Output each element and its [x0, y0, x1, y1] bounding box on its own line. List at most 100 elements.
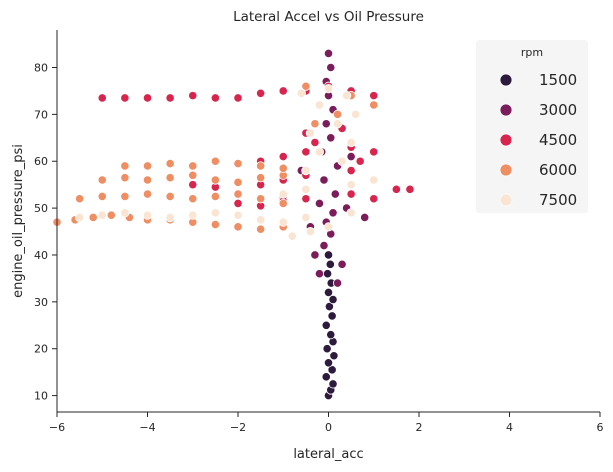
data-point-rpm-3000 — [330, 189, 340, 199]
legend-label-3000: 3000 — [539, 101, 577, 119]
y-tick-label: 80 — [34, 61, 48, 74]
data-point-rpm-7500 — [346, 180, 356, 190]
data-point-rpm-1500 — [323, 287, 334, 298]
data-point-rpm-4500 — [256, 88, 266, 98]
data-point-rpm-6000 — [278, 163, 288, 173]
data-point-rpm-4500 — [369, 91, 379, 101]
data-point-rpm-4500 — [142, 93, 153, 103]
data-point-rpm-7500 — [296, 88, 306, 98]
data-point-rpm-6000 — [188, 170, 198, 180]
data-point-rpm-1500 — [323, 358, 334, 368]
legend-title: rpm — [521, 46, 543, 59]
data-point-rpm-7500 — [278, 217, 288, 227]
data-point-rpm-6000 — [256, 161, 266, 171]
data-point-rpm-6000 — [142, 189, 153, 199]
legend-marker-6000 — [499, 163, 513, 177]
data-point-rpm-4500 — [301, 194, 311, 204]
data-point-rpm-7500 — [323, 222, 334, 232]
data-point-rpm-4500 — [278, 151, 288, 162]
data-point-rpm-1500 — [329, 351, 339, 361]
data-point-rpm-6000 — [210, 191, 220, 201]
legend-marker-1500 — [499, 73, 513, 87]
data-point-rpm-1500 — [321, 320, 331, 330]
y-tick-label: 60 — [34, 155, 48, 168]
data-point-rpm-7500 — [301, 212, 311, 223]
data-point-rpm-7500 — [369, 175, 379, 185]
data-point-rpm-1500 — [327, 311, 337, 321]
data-point-rpm-3000 — [321, 119, 331, 129]
data-point-rpm-1500 — [325, 259, 335, 269]
data-point-rpm-6000 — [233, 177, 243, 187]
data-point-rpm-3000 — [323, 48, 334, 59]
data-point-rpm-7500 — [314, 100, 325, 110]
data-point-rpm-4500 — [233, 93, 243, 103]
data-point-rpm-4500 — [97, 93, 107, 103]
y-tick-label: 50 — [34, 202, 48, 215]
data-point-rpm-6000 — [233, 189, 243, 199]
data-point-rpm-7500 — [305, 226, 315, 237]
data-point-rpm-1500 — [322, 344, 332, 354]
x-tick-label: 2 — [416, 421, 423, 434]
data-point-rpm-6000 — [310, 119, 320, 129]
data-point-rpm-4500 — [210, 93, 220, 103]
x-tick-label: −2 — [230, 421, 246, 434]
data-point-rpm-7500 — [301, 184, 311, 194]
data-point-rpm-4500 — [346, 189, 356, 199]
data-point-rpm-4500 — [369, 194, 379, 204]
data-points — [52, 48, 415, 401]
data-point-rpm-7500 — [75, 212, 85, 223]
data-point-rpm-7500 — [332, 119, 343, 129]
legend-label-6000: 6000 — [539, 161, 577, 179]
legend-label-1500: 1500 — [539, 71, 577, 89]
data-point-rpm-6000 — [233, 158, 243, 169]
data-point-rpm-6000 — [188, 194, 198, 204]
data-point-rpm-4500 — [391, 184, 401, 194]
data-point-rpm-7500 — [341, 91, 352, 101]
data-point-rpm-7500 — [142, 210, 153, 220]
y-tick-label: 40 — [34, 249, 48, 262]
legend: rpm 1500 3000 4500 6000 7500 — [476, 40, 588, 213]
data-point-rpm-6000 — [256, 194, 266, 204]
data-point-rpm-6000 — [142, 161, 153, 171]
y-tick-label: 30 — [34, 296, 48, 309]
data-point-rpm-7500 — [120, 208, 130, 218]
x-axis-title: lateral_acc — [293, 447, 363, 462]
data-point-rpm-6000 — [369, 100, 379, 110]
data-point-rpm-3000 — [319, 241, 329, 251]
data-point-rpm-7500 — [188, 210, 198, 220]
data-point-rpm-6000 — [210, 219, 220, 230]
data-point-rpm-6000 — [256, 224, 266, 234]
data-point-rpm-3000 — [328, 208, 338, 218]
legend-label-7500: 7500 — [539, 191, 577, 209]
data-point-rpm-1500 — [321, 372, 331, 382]
data-point-rpm-7500 — [323, 83, 334, 94]
data-point-rpm-7500 — [165, 212, 175, 223]
y-tick-label: 70 — [34, 108, 48, 121]
data-point-rpm-7500 — [278, 189, 288, 199]
data-point-rpm-7500 — [210, 208, 220, 218]
data-point-rpm-1500 — [328, 379, 338, 389]
data-point-rpm-3000 — [326, 133, 336, 143]
data-point-rpm-7500 — [256, 215, 266, 225]
data-point-rpm-3000 — [326, 62, 336, 73]
x-tick-label: 4 — [506, 421, 513, 434]
data-point-rpm-6000 — [97, 175, 107, 185]
data-point-rpm-4500 — [233, 198, 243, 209]
data-point-rpm-6000 — [301, 81, 311, 91]
data-point-rpm-4500 — [188, 91, 198, 101]
chart-title: Lateral Accel vs Oil Pressure — [233, 9, 424, 25]
data-point-rpm-6000 — [188, 161, 198, 171]
data-point-rpm-6000 — [165, 191, 175, 201]
data-point-rpm-6000 — [142, 175, 153, 185]
data-point-rpm-6000 — [332, 109, 343, 119]
data-point-rpm-7500 — [233, 210, 243, 220]
legend-label-4500: 4500 — [539, 131, 577, 149]
x-tick-label: 6 — [597, 421, 604, 434]
legend-box — [476, 40, 588, 213]
legend-marker-4500 — [499, 133, 513, 147]
data-point-rpm-3000 — [314, 269, 325, 279]
data-point-rpm-6000 — [120, 191, 130, 201]
data-point-rpm-1500 — [326, 330, 336, 340]
data-point-rpm-3000 — [310, 250, 320, 260]
